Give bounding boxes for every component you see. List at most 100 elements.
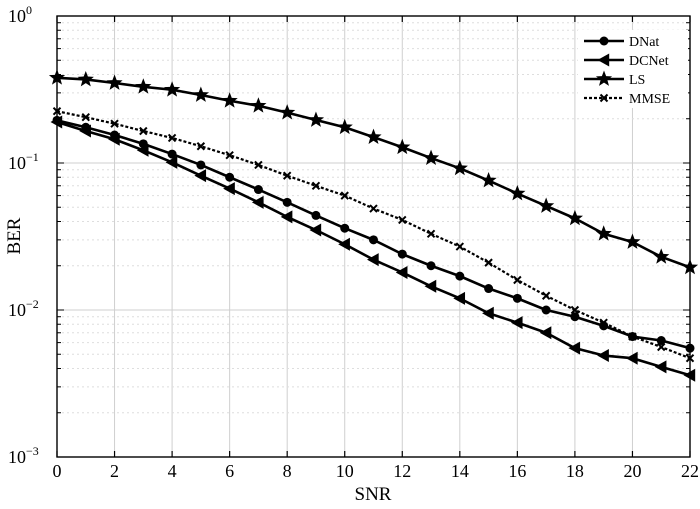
x-marker-stroke — [455, 242, 465, 251]
x-marker-stroke — [398, 215, 407, 225]
x-marker-stroke — [599, 93, 609, 103]
data-point-ls — [135, 78, 152, 94]
data-point-dcnet — [79, 124, 91, 138]
x-marker-stroke — [657, 342, 666, 352]
x-tick-label: 14 — [451, 461, 469, 481]
x-marker-stroke — [139, 126, 148, 136]
data-point-ls — [106, 74, 123, 90]
data-point-ls — [653, 248, 670, 264]
legend-marker-ls — [595, 70, 613, 86]
data-point-mmse — [455, 242, 465, 251]
data-point-ls — [451, 159, 468, 176]
data-point-dcnet — [251, 195, 264, 209]
y-tick-base: 10 — [8, 153, 26, 173]
x-tick-label: 12 — [393, 461, 411, 481]
data-point-dnat — [656, 336, 666, 346]
y-tick-label: 10−2 — [8, 297, 39, 320]
data-point-mmse — [196, 142, 206, 151]
x-marker-stroke — [110, 119, 119, 128]
legend-item-dnat: DNat — [584, 35, 659, 50]
data-point-mmse — [426, 229, 436, 238]
data-point-dcnet — [395, 265, 408, 279]
data-point-mmse — [167, 133, 177, 143]
y-tick-base: 10 — [8, 447, 26, 467]
legend-marker-dnat — [599, 36, 609, 46]
y-tick-exponent: 0 — [26, 3, 32, 17]
x-marker-stroke — [599, 318, 608, 327]
y-tick-exponent: −2 — [26, 297, 39, 311]
legend-label-dnat: DNat — [629, 35, 659, 50]
data-point-mmse — [369, 204, 378, 213]
data-point-mmse — [225, 150, 234, 160]
data-point-dnat — [167, 149, 177, 159]
data-point-dnat — [311, 210, 321, 220]
data-point-dcnet — [108, 132, 120, 146]
x-marker-stroke — [311, 181, 321, 190]
data-point-dnat — [225, 172, 235, 182]
data-point-dcnet — [280, 210, 293, 224]
x-marker-stroke — [513, 275, 522, 285]
series-mmse — [52, 107, 695, 363]
y-tick-base: 10 — [8, 300, 26, 320]
plot-frame — [56, 15, 691, 458]
x-tick-label: 8 — [283, 461, 292, 481]
data-point-dnat — [541, 305, 551, 315]
x-marker-stroke — [254, 160, 263, 170]
data-point-dnat — [484, 284, 494, 294]
data-point-ls — [221, 92, 238, 108]
data-point-dcnet — [453, 291, 466, 305]
data-point-mmse — [513, 275, 522, 285]
data-point-dcnet — [482, 306, 494, 320]
data-point-ls — [336, 118, 353, 135]
x-tick-label: 16 — [508, 461, 526, 481]
legend-marker-dcnet — [597, 53, 610, 67]
x-tick-label: 2 — [110, 461, 119, 481]
data-point-mmse — [139, 126, 148, 136]
data-point-dcnet — [424, 279, 437, 293]
data-point-mmse — [628, 332, 637, 341]
legend: DNat DCNet LS MMSE — [578, 30, 688, 108]
data-point-mmse — [484, 258, 493, 267]
data-point-mmse — [254, 160, 263, 170]
y-tick-base: 10 — [8, 6, 26, 26]
data-point-ls — [250, 97, 267, 113]
data-point-mmse — [282, 171, 292, 180]
legend-item-ls: LS — [584, 70, 645, 88]
x-tick-label: 6 — [225, 461, 234, 481]
data-point-dnat — [397, 249, 407, 259]
x-marker-stroke — [570, 305, 580, 315]
data-point-dcnet — [309, 223, 322, 237]
x-marker-stroke — [541, 291, 551, 300]
data-point-mmse — [657, 342, 666, 352]
data-point-dcnet — [223, 182, 235, 196]
data-point-ls — [307, 111, 325, 127]
x-tick-label: 20 — [623, 461, 641, 481]
x-marker-stroke — [369, 204, 378, 213]
data-point-dcnet — [597, 349, 609, 363]
data-point-dnat — [512, 293, 522, 303]
data-point-dcnet — [510, 316, 523, 330]
data-point-ls — [365, 128, 382, 144]
y-tick-exponent: −3 — [26, 444, 39, 458]
data-point-ls — [595, 225, 612, 241]
x-axis-title: SNR — [355, 484, 392, 505]
data-point-mmse — [81, 112, 90, 122]
x-marker-stroke — [484, 258, 493, 267]
data-point-mmse — [110, 119, 119, 128]
x-tick-label: 4 — [168, 461, 177, 481]
data-point-dnat — [253, 185, 263, 195]
legend-label-mmse: MMSE — [629, 92, 670, 107]
x-marker-stroke — [426, 229, 436, 238]
x-marker-stroke — [81, 112, 90, 122]
data-point-ls — [164, 81, 181, 97]
x-tick-label: 0 — [53, 461, 62, 481]
data-point-dnat — [196, 160, 206, 170]
data-point-dnat — [340, 223, 350, 233]
x-marker-stroke — [196, 142, 206, 151]
y-axis-title: BER — [4, 217, 25, 254]
data-point-dcnet — [654, 360, 667, 374]
data-point-dnat — [570, 312, 580, 322]
data-point-mmse — [311, 181, 321, 190]
